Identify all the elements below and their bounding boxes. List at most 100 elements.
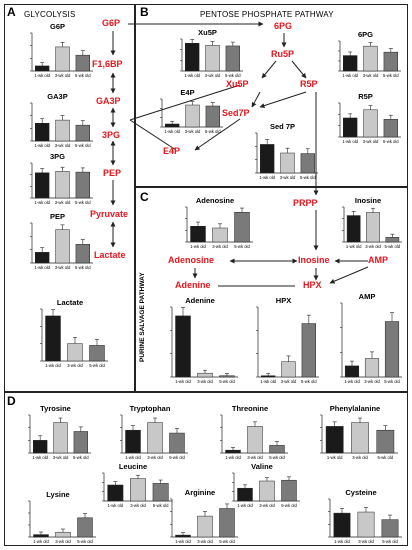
x-tick-label: 5-wk old	[75, 143, 91, 148]
bar	[125, 429, 141, 454]
metabolite-adenine: Adenine	[175, 280, 211, 290]
bar	[73, 431, 88, 454]
bar	[35, 123, 50, 142]
chart-plot: 1-wk old 3-wk old 5-wk old	[30, 162, 93, 205]
chart-plot: 1-wk old 3-wk old 5-wk old	[340, 302, 402, 384]
chart-title: Arginine	[184, 488, 216, 497]
chart-title: HPX	[275, 296, 292, 305]
x-tick-label: 3-wk old	[130, 503, 146, 508]
bar	[165, 123, 180, 128]
chart-plot: 1-wk old 3-wk old 5-wk old	[255, 132, 318, 180]
bar	[280, 152, 295, 174]
bar	[185, 43, 200, 72]
x-tick-label: 3-wk old	[55, 539, 71, 544]
metabolite-pep: PEP	[103, 168, 122, 178]
chart-plot: 1-wk old 3-wk old 5-wk old	[220, 414, 288, 460]
metabolite-ga3p: GA3P	[96, 96, 121, 106]
bar	[281, 479, 297, 502]
chart-plot: 1-wk old 3-wk old 5-wk old	[40, 308, 108, 368]
bar	[130, 478, 146, 502]
bar	[237, 487, 253, 502]
bar	[75, 124, 90, 142]
bar	[205, 105, 220, 128]
bar	[364, 358, 380, 378]
x-tick-label: 5-wk old	[383, 139, 399, 144]
x-tick-label: 5-wk old	[269, 455, 285, 460]
x-tick-label: 1-wk old	[34, 73, 50, 78]
chart-title: 6PG	[357, 30, 373, 39]
bar	[366, 212, 380, 243]
x-tick-label: 3-wk old	[212, 244, 228, 249]
x-tick-label: 1-wk old	[260, 379, 276, 384]
x-tick-label: 1-wk old	[237, 503, 253, 508]
x-tick-label: 1-wk old	[346, 244, 362, 249]
chart-title: Valine	[251, 462, 273, 471]
x-tick-label: 5-wk old	[384, 379, 400, 384]
bar	[197, 372, 213, 378]
chart-sed7p: Sed 7P 1-wk old 3-wk old 5-wk old	[245, 122, 320, 182]
bar	[383, 51, 398, 72]
x-tick-label: 1-wk old	[175, 379, 191, 384]
bar	[75, 54, 90, 72]
bar	[55, 119, 70, 142]
chart-title: G6P	[49, 22, 65, 31]
bar	[175, 315, 191, 378]
chart-plot: 1-wk old 3-wk old 5-wk old	[328, 498, 402, 544]
chart-pep: PEP 1-wk old 3-wk old 5-wk old	[20, 212, 95, 272]
bar	[219, 375, 235, 378]
chart-title: Lysine	[46, 490, 70, 499]
x-tick-label: 1-wk old	[334, 539, 350, 544]
bar	[35, 252, 50, 264]
x-tick-label: 5-wk old	[219, 539, 235, 544]
x-tick-label: 3-wk old	[197, 539, 213, 544]
chart-plot: 1-wk old 3-wk old 5-wk old	[28, 414, 91, 460]
x-tick-label: 5-wk old	[301, 379, 317, 384]
chart-plot: 1-wk old 3-wk old 5-wk old	[170, 306, 238, 384]
bar	[281, 361, 296, 378]
bar	[55, 171, 70, 199]
x-tick-label: 3-wk old	[247, 455, 263, 460]
chart-title: Tyrosine	[40, 404, 71, 413]
metabolite-ru5p: Ru5P	[271, 49, 295, 59]
bar	[247, 426, 263, 454]
bar	[185, 104, 200, 128]
chart-title: Xu5P	[198, 28, 217, 37]
panel-c-label: C	[140, 190, 149, 204]
bar	[197, 515, 213, 538]
bar	[67, 343, 83, 362]
x-tick-label: 1-wk old	[190, 244, 206, 249]
x-tick-label: 1-wk old	[34, 265, 50, 270]
x-tick-label: 5-wk old	[234, 244, 250, 249]
x-tick-label: 5-wk old	[385, 244, 401, 249]
bar	[333, 512, 351, 538]
x-tick-label: 1-wk old	[34, 200, 50, 205]
x-tick-label: 5-wk old	[169, 455, 185, 460]
x-tick-label: 5-wk old	[281, 503, 297, 508]
chart-title: Lactate	[56, 298, 84, 307]
x-tick-label: 5-wk old	[153, 503, 169, 508]
chart-xu5p: Xu5P 1-wk old 3-wk old 5-wk old	[170, 28, 245, 80]
chart-plot: 1-wk old 3-wk old 5-wk old	[30, 32, 93, 78]
metabolite-lactate: Lactate	[94, 250, 126, 260]
chart-lysine: Lysine 1-wk old 3-wk old 5-wk old	[18, 490, 98, 546]
chart-title: Leucine	[118, 462, 148, 471]
x-tick-label: 1-wk old	[342, 139, 358, 144]
bar	[346, 215, 361, 243]
bar	[381, 519, 399, 538]
x-tick-label: 5-wk old	[75, 200, 91, 205]
x-tick-label: 3-wk old	[185, 129, 201, 134]
metabolite-xu5p: Xu5P	[226, 79, 249, 89]
metabolite-amp: AMP	[368, 255, 388, 265]
bar	[325, 426, 344, 454]
x-tick-label: 3-wk old	[55, 73, 71, 78]
bar	[75, 244, 90, 264]
bar	[75, 171, 90, 199]
bar	[376, 429, 395, 454]
bar	[190, 226, 206, 243]
bar	[89, 345, 105, 362]
bar	[175, 534, 191, 538]
bar	[344, 365, 360, 378]
chart-tryptophan: Tryptophan 1-wk old 3-wk old 5-wk old	[110, 404, 190, 462]
bar	[357, 511, 375, 538]
